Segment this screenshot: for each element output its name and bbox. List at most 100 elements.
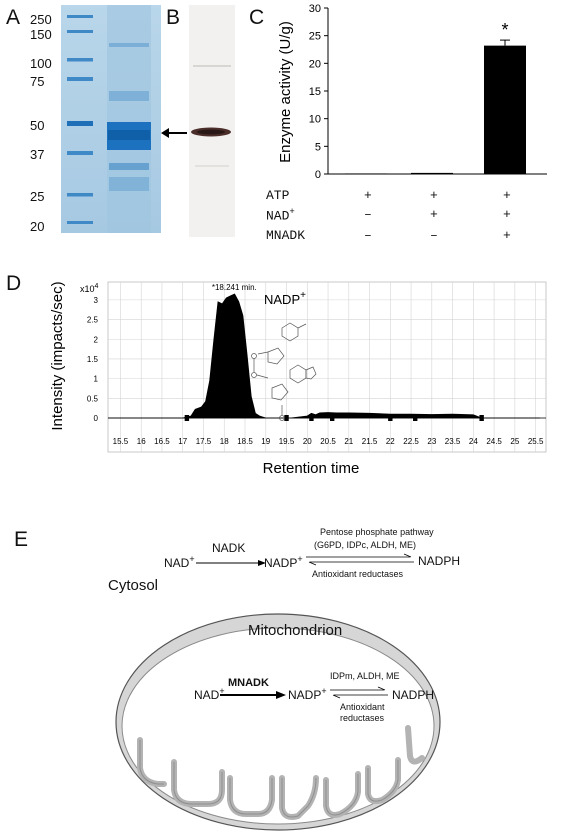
integration-marker [388, 415, 393, 421]
x-axis-label: Retention time [263, 460, 360, 477]
bar [411, 172, 453, 174]
marker-label: 25 [30, 189, 45, 204]
x-tick-label: 21.5 [362, 437, 378, 446]
y-tick-label: 3 [94, 296, 99, 305]
row-label-nad: NAD+ [266, 207, 295, 224]
x-tick-label: 20.5 [320, 437, 336, 446]
integration-marker [413, 415, 418, 421]
cytosol-nad: NAD+ [164, 554, 195, 570]
integration-marker [479, 415, 484, 421]
marker-label: 37 [30, 147, 45, 162]
y-tick-label: 1.5 [87, 355, 99, 364]
mito-antiox-line2: reductases [340, 713, 385, 723]
cytosol-nadp: NADP+ [264, 554, 303, 570]
x-tick-label: 17 [178, 437, 187, 446]
peak-label: *18.241 min. [212, 283, 257, 292]
y-tick-label: 0 [94, 414, 99, 423]
western-blot [189, 5, 235, 237]
panel-label-c: C [249, 6, 265, 29]
x-tick-label: 23.5 [445, 437, 461, 446]
row-label-mnadk: MNADK [266, 228, 306, 243]
x-tick-label: 15.5 [113, 437, 129, 446]
pentose-pathway-label: Pentose phosphate pathway [320, 527, 434, 537]
equilibrium-arrow-icon [306, 553, 414, 566]
mitochondrion-label: Mitochondrion [248, 622, 343, 639]
x-tick-label: 23 [427, 437, 436, 446]
y-tick-label: 5 [315, 141, 321, 153]
integration-marker [284, 415, 289, 421]
chromatogram-chart: Intensity (impacts/sec) x104 00.511.522.… [49, 281, 547, 477]
condition-mark: – [364, 228, 372, 243]
enzyme-activity-chart: Enzyme activity (U/g) 0 5 10 15 20 25 30 * [277, 3, 547, 181]
y-tick-label: 30 [309, 3, 321, 15]
x-tick-label: 21 [344, 437, 353, 446]
mitochondrion-diagram [115, 613, 441, 831]
y-tick-label: 2 [94, 335, 99, 344]
bar [345, 173, 387, 175]
condition-mark: + [364, 188, 372, 203]
y-tick-label: 2.5 [87, 316, 99, 325]
nadp-structure-icon [251, 322, 317, 421]
condition-mark: – [364, 207, 372, 222]
integration-marker [309, 415, 314, 421]
x-tick-label: 24.5 [486, 437, 502, 446]
x-tick-label: 18.5 [237, 437, 253, 446]
integration-marker [184, 415, 190, 421]
condition-mark: – [430, 228, 438, 243]
y-tick-label: 0.5 [87, 394, 99, 403]
condition-mark: + [430, 188, 438, 203]
panel-label-a: A [6, 6, 21, 29]
condition-mark: + [430, 207, 438, 222]
pentose-enzymes-label: (G6PD, IDPc, ALDH, ME) [314, 540, 417, 550]
y-axis-label: Intensity (impacts/sec) [49, 281, 66, 430]
marker-label: 150 [30, 27, 52, 42]
panel-label-d: D [6, 272, 22, 295]
marker-label: 250 [30, 12, 52, 27]
mnadk-label: MNADK [228, 677, 269, 689]
mito-nadp: NADP+ [288, 686, 327, 702]
cytosol-nadph: NADPH [418, 554, 461, 568]
marker-label: 100 [30, 56, 52, 71]
x-tick-label: 22.5 [403, 437, 419, 446]
marker-label: 50 [30, 118, 45, 133]
mito-equilibrium-arrow-icon [330, 686, 388, 699]
panel-label-b: B [166, 6, 181, 29]
cytosol-nadk-label: NADK [212, 541, 246, 555]
coomassie-gel [61, 5, 161, 233]
row-label-atp: ATP [266, 188, 290, 203]
bar [484, 45, 526, 175]
x-tick-label: 19 [261, 437, 270, 446]
y-tick-label: 1 [94, 375, 99, 384]
plot-frame [107, 281, 547, 453]
x-tick-label: 16 [137, 437, 146, 446]
condition-mark: + [503, 188, 511, 203]
y-tick-label: 20 [309, 58, 321, 70]
condition-mark: + [503, 207, 511, 222]
panel-label-e: E [14, 528, 29, 551]
x-tick-label: 18 [220, 437, 229, 446]
molecule-label: NADP+ [264, 290, 306, 307]
cytosol-label: Cytosol [108, 577, 159, 594]
nadk-arrow-icon [196, 560, 266, 566]
mito-antiox-line1: Antioxidant [340, 702, 385, 712]
y-axis-label: Enzyme activity (U/g) [277, 21, 294, 163]
scale-label: x104 [80, 283, 99, 294]
mito-enzymes-label: IDPm, ALDH, ME [330, 671, 400, 681]
condition-mark: + [503, 228, 511, 243]
x-tick-label: 24 [469, 437, 478, 446]
x-tick-label: 25 [510, 437, 519, 446]
y-tick-label: 10 [309, 114, 321, 126]
marker-label: 20 [30, 219, 45, 234]
y-tick-label: 0 [315, 169, 321, 181]
chromatogram-trace [108, 293, 540, 419]
x-tick-label: 20 [303, 437, 312, 446]
cytosol-antiox-label: Antioxidant reductases [312, 569, 404, 579]
x-tick-label: 22 [386, 437, 395, 446]
x-tick-label: 17.5 [196, 437, 212, 446]
mnadk-arrow-icon [220, 691, 286, 699]
marker-label: 75 [30, 74, 45, 89]
y-tick-label: 15 [309, 86, 321, 98]
band-arrow-icon [161, 128, 187, 138]
significance-marker: * [501, 20, 508, 40]
x-tick-label: 19.5 [279, 437, 295, 446]
